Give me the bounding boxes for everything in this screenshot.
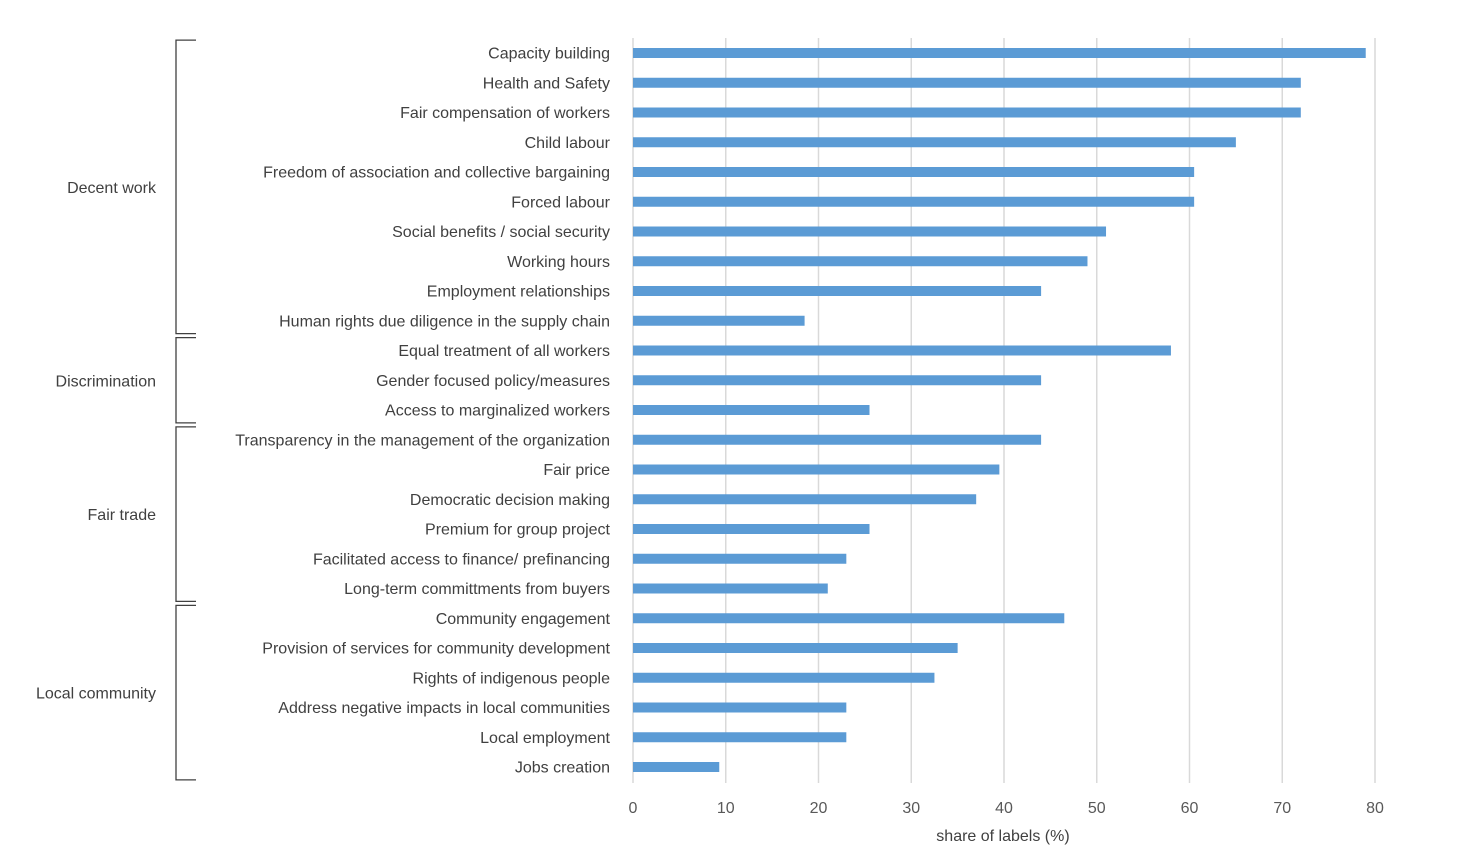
category-label: Community engagement bbox=[436, 611, 611, 628]
x-tick-label: 10 bbox=[717, 800, 735, 817]
category-label: Capacity building bbox=[488, 46, 610, 63]
bar bbox=[633, 196, 1195, 207]
category-label: Democratic decision making bbox=[410, 492, 610, 509]
x-tick-labels: 0 10 20 30 40 50 60 70 80 bbox=[629, 800, 1384, 817]
category-label: Facilitated access to finance/ prefinanc… bbox=[313, 551, 610, 568]
category-label: Jobs creation bbox=[515, 760, 610, 777]
category-label: Fair compensation of workers bbox=[400, 105, 610, 122]
x-tick-label: 40 bbox=[995, 800, 1013, 817]
bar bbox=[633, 583, 828, 594]
category-label: Equal treatment of all workers bbox=[398, 343, 610, 360]
bar bbox=[633, 345, 1171, 356]
bar bbox=[633, 702, 847, 713]
group-bracket bbox=[175, 39, 196, 335]
category-label: Address negative impacts in local commun… bbox=[278, 700, 610, 717]
group-label: Fair trade bbox=[88, 507, 157, 524]
bar bbox=[633, 762, 720, 772]
category-label: Long-term committments from buyers bbox=[344, 581, 610, 598]
x-tick-label: 30 bbox=[902, 800, 920, 817]
group-bracket bbox=[175, 604, 196, 781]
category-label: Local employment bbox=[480, 730, 610, 747]
x-tick-label: 70 bbox=[1273, 800, 1291, 817]
bar bbox=[633, 107, 1301, 118]
bar bbox=[633, 167, 1195, 177]
group-label: Local community bbox=[36, 686, 156, 703]
category-label: Rights of indigenous people bbox=[413, 670, 611, 687]
x-tick-label: 60 bbox=[1181, 800, 1199, 817]
category-label: Transparency in the management of the or… bbox=[235, 432, 610, 449]
bar bbox=[633, 48, 1366, 58]
bar bbox=[633, 613, 1065, 624]
bar bbox=[633, 464, 1000, 475]
category-label: Employment relationships bbox=[427, 284, 610, 301]
x-tick-label: 80 bbox=[1366, 800, 1384, 817]
bar bbox=[633, 77, 1301, 88]
bar bbox=[633, 434, 1042, 445]
category-label: Health and Safety bbox=[483, 75, 610, 92]
category-label: Child labour bbox=[525, 135, 611, 152]
bar bbox=[633, 226, 1107, 237]
bar bbox=[633, 494, 977, 505]
x-tick-label: 50 bbox=[1088, 800, 1106, 817]
bar bbox=[633, 315, 805, 326]
category-label: Fair price bbox=[543, 462, 610, 479]
category-labels: Capacity building Health and Safety Fair c… bbox=[235, 46, 610, 777]
group-brackets: Decent work Discrimination Fair trade Local… bbox=[36, 39, 196, 781]
category-label: Human rights due diligence in the supply… bbox=[279, 313, 610, 330]
bar bbox=[633, 405, 870, 415]
bar bbox=[633, 672, 935, 683]
group-label: Discrimination bbox=[56, 373, 156, 390]
category-label: Provision of services for community deve… bbox=[262, 641, 610, 658]
group-label: Decent work bbox=[67, 180, 157, 197]
bar bbox=[633, 553, 847, 564]
category-label: Access to marginalized workers bbox=[385, 403, 610, 420]
bars bbox=[633, 48, 1366, 772]
category-label: Forced labour bbox=[511, 194, 610, 211]
category-label: Gender focused policy/measures bbox=[376, 373, 610, 390]
bar bbox=[633, 137, 1236, 148]
category-label: Premium for group project bbox=[425, 522, 611, 539]
bar bbox=[633, 732, 847, 743]
category-label: Freedom of association and collective ba… bbox=[263, 165, 610, 182]
bar bbox=[633, 643, 958, 653]
group-bracket bbox=[175, 426, 196, 603]
category-label: Working hours bbox=[507, 254, 610, 271]
x-axis-title: share of labels (%) bbox=[936, 828, 1069, 845]
x-tick-label: 0 bbox=[629, 800, 638, 817]
x-tick-label: 20 bbox=[810, 800, 828, 817]
group-bracket bbox=[175, 336, 196, 424]
bar bbox=[633, 524, 870, 534]
bar bbox=[633, 375, 1042, 386]
bar bbox=[633, 286, 1042, 296]
bar bbox=[633, 256, 1088, 267]
gridlines bbox=[632, 38, 1376, 783]
category-label: Social benefits / social security bbox=[392, 224, 610, 241]
